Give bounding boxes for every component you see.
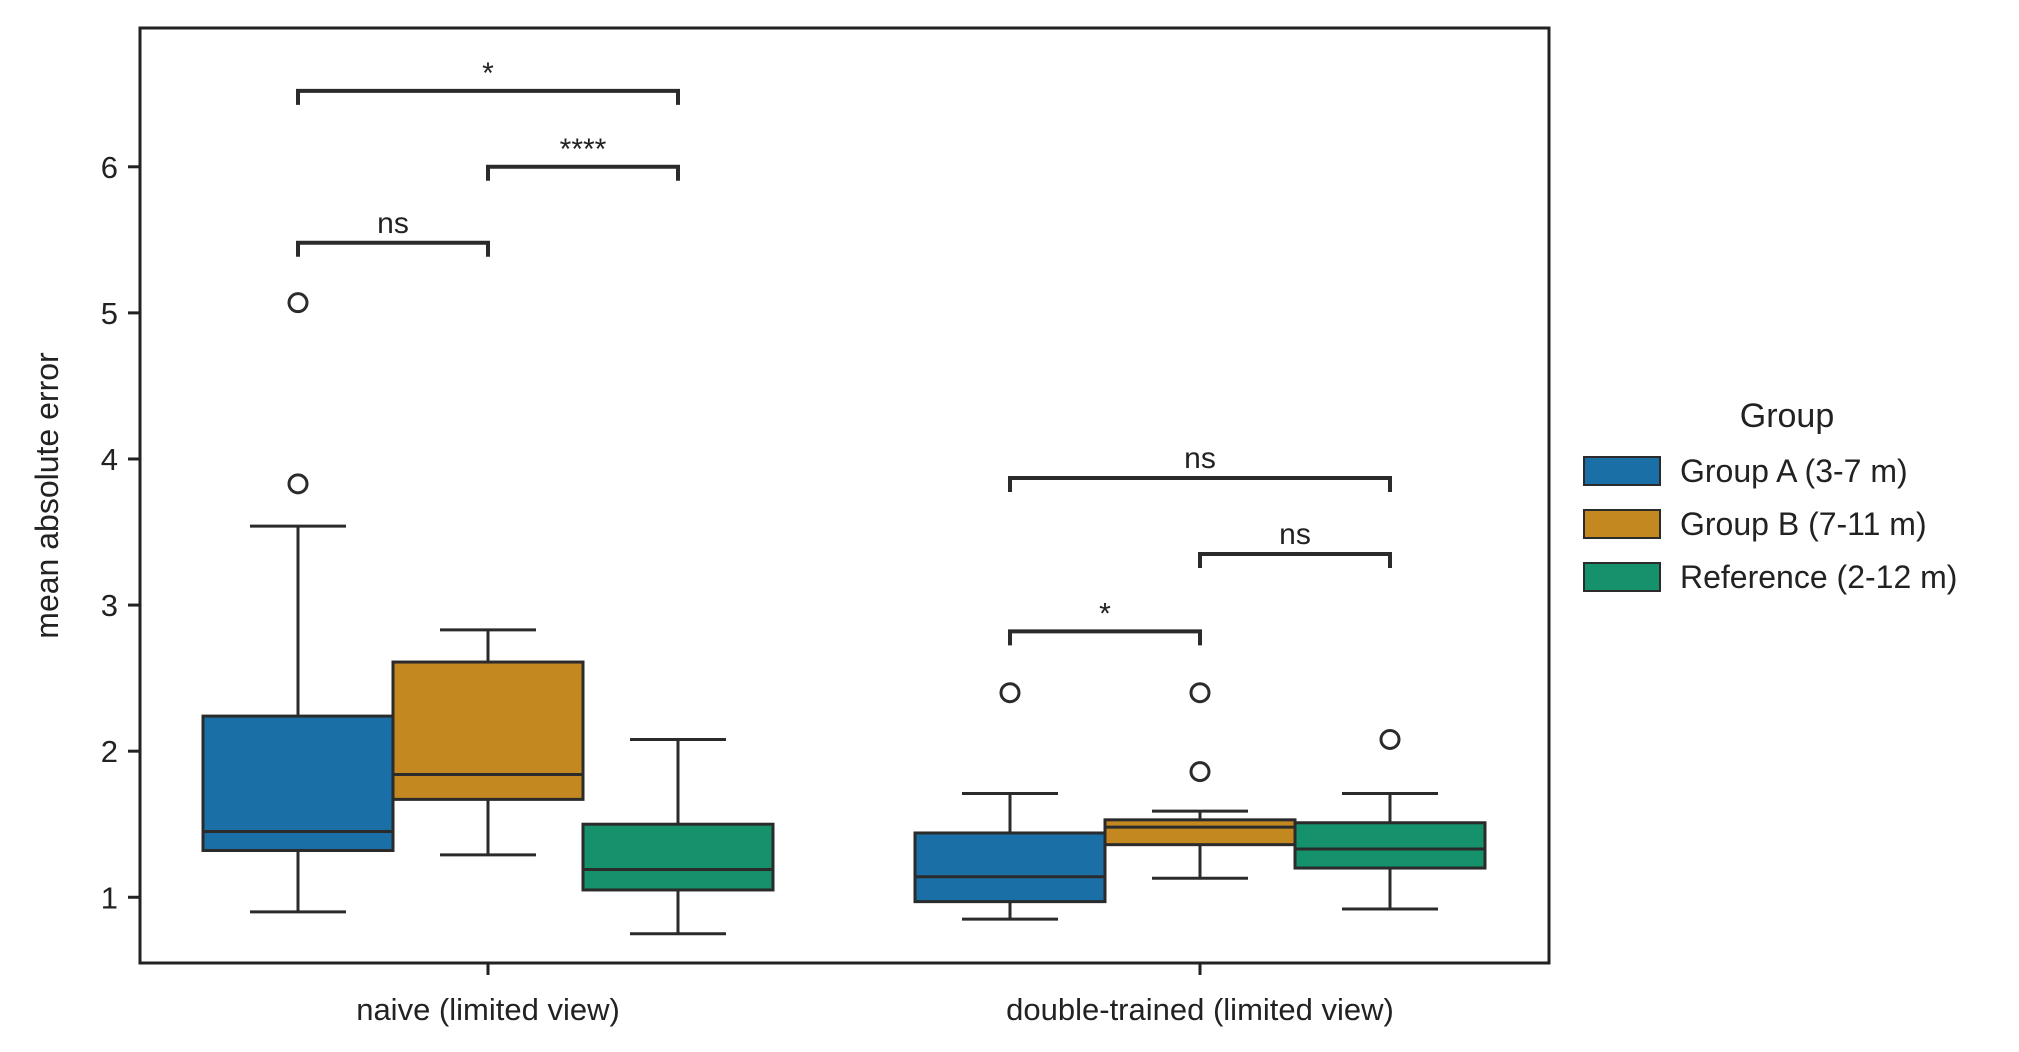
significance-label: ns (1184, 442, 1216, 475)
significance-bracket: * (296, 57, 680, 105)
y-tick-label: 2 (101, 734, 118, 769)
y-tick-label: 1 (101, 880, 118, 915)
axes: 1 2 3 4 5 6 naive (limited view) double-trained… (101, 150, 1394, 1027)
box-iqr (201, 714, 395, 853)
legend-label: Group B (7-11 m) (1680, 506, 1927, 542)
bracket-line (1008, 475, 1392, 492)
legend-swatch (1583, 562, 1661, 592)
legend-item: Reference (2-12 m) (1583, 559, 1957, 595)
box-iqr (1103, 818, 1297, 847)
significance-bracket: ns (1008, 442, 1392, 492)
box-1-1 (1103, 682, 1297, 880)
box-0-1 (913, 682, 1107, 921)
box-iqr (391, 660, 585, 801)
bracket-line (296, 88, 680, 105)
outlier-point (1189, 761, 1211, 783)
bracket-line (1198, 551, 1392, 568)
bracket-line (486, 164, 680, 181)
outlier-point (999, 682, 1021, 704)
y-tick-label: 3 (101, 588, 118, 623)
axes-frame (138, 26, 1551, 965)
significance-bracket: ns (1198, 518, 1392, 568)
box-2-1 (1293, 728, 1487, 911)
significance-label: * (482, 57, 494, 90)
outlier-point (1189, 682, 1211, 704)
y-axis-label: mean absolute error (29, 352, 65, 639)
legend: Group Group A (3-7 m) Group B (7-11 m) Ref… (1583, 397, 1957, 595)
significance-label: **** (560, 133, 607, 166)
box-iqr (581, 822, 775, 892)
legend-item: Group A (3-7 m) (1583, 453, 1908, 489)
legend-label: Reference (2-12 m) (1680, 559, 1957, 595)
legend-title: Group (1740, 397, 1835, 435)
significance-label: * (1099, 597, 1111, 630)
significance-label: ns (377, 207, 409, 240)
box-iqr (1293, 821, 1487, 870)
legend-item: Group B (7-11 m) (1583, 506, 1927, 542)
bracket-line (1008, 629, 1202, 646)
legend-swatch (1583, 456, 1661, 486)
significance-bracket: **** (486, 133, 680, 181)
box-iqr (913, 831, 1107, 904)
significance-bracket: * (1008, 597, 1202, 646)
box-2-0 (581, 737, 775, 936)
significance-label: ns (1279, 518, 1311, 551)
box-1-0 (391, 628, 585, 857)
legend-label: Group A (3-7 m) (1680, 453, 1908, 489)
x-tick-label: naive (limited view) (356, 992, 620, 1027)
outlier-point (287, 473, 309, 495)
bracket-line (296, 240, 490, 257)
outlier-point (287, 292, 309, 314)
outlier-point (1379, 728, 1401, 750)
legend-swatch (1583, 509, 1661, 539)
x-tick-label: double-trained (limited view) (1006, 992, 1394, 1027)
y-tick-label: 5 (101, 296, 118, 331)
significance-bracket: ns (296, 207, 490, 257)
box-0-0 (201, 292, 395, 914)
y-tick-label: 4 (101, 442, 118, 477)
y-tick-label: 6 (101, 150, 118, 185)
